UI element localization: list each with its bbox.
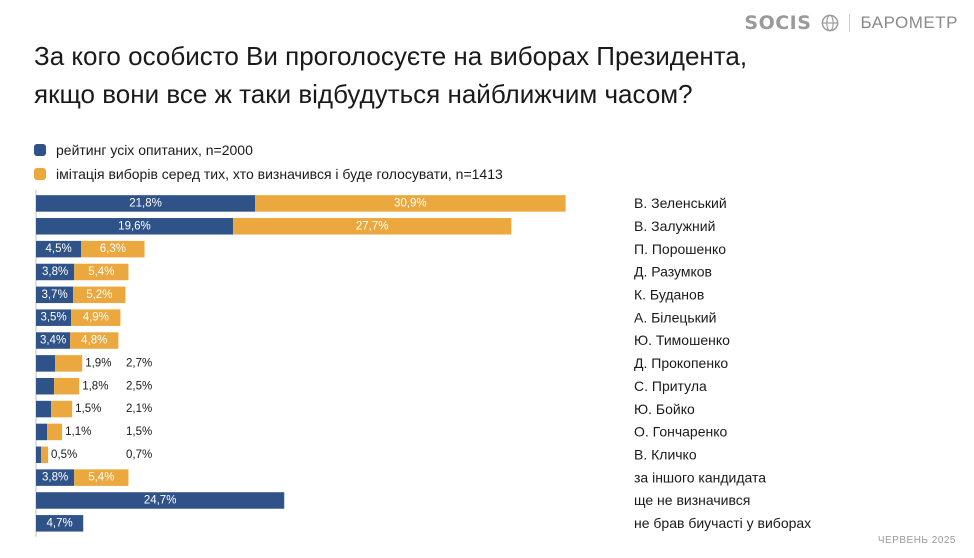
category-label: К. Буданов	[634, 287, 704, 303]
globe-icon	[822, 14, 839, 32]
category-label: Д. Разумков	[634, 264, 712, 280]
data-label-blue: 1,9%	[85, 357, 111, 369]
category-label: П. Порошенко	[634, 241, 726, 257]
bar-election-imitation	[74, 263, 129, 281]
bar-all-respondents	[36, 377, 55, 395]
data-label-blue: 3,7%	[41, 289, 67, 301]
bar-all-respondents	[36, 446, 42, 464]
legend-label: імітація виборів серед тих, хто визначив…	[56, 166, 503, 182]
category-label: С. Притула	[634, 378, 707, 394]
data-label-orange: 2,7%	[126, 357, 152, 369]
data-label-blue: 1,8%	[82, 380, 108, 392]
data-label-orange: 5,2%	[86, 289, 112, 301]
bar-all-respondents	[36, 355, 56, 372]
bar-all-respondents	[36, 492, 285, 509]
data-label-blue: 3,4%	[40, 335, 66, 347]
legend-label: рейтинг усіх опитаних, n=2000	[56, 142, 253, 158]
bar-election-imitation	[70, 332, 119, 349]
legend-item-all-respondents: рейтинг усіх опитаних, n=2000	[34, 138, 503, 162]
title-line-2: якщо вони все ж таки відбудуться найближ…	[34, 79, 693, 109]
data-label-blue: 0,5%	[51, 449, 77, 461]
bar-all-respondents	[36, 469, 75, 486]
data-label-blue: 24,7%	[144, 495, 177, 507]
data-label-blue: 19,6%	[118, 220, 151, 232]
legend-swatch-blue	[34, 144, 46, 156]
title-line-1: За кого особисто Ви проголосуєте на вибо…	[34, 41, 748, 71]
category-label: ще не визначився	[634, 492, 750, 508]
data-label-orange: 1,5%	[126, 426, 152, 438]
category-label: В. Залужний	[634, 218, 715, 234]
data-label-orange: 5,4%	[88, 266, 114, 278]
bar-election-imitation	[255, 195, 566, 212]
bar-all-respondents	[36, 263, 75, 281]
data-label-orange: 4,9%	[83, 312, 109, 324]
data-label-blue: 1,5%	[75, 403, 101, 415]
category-label: А. Білецький	[634, 309, 716, 325]
legend-item-election-imitation: імітація виборів серед тих, хто визначив…	[34, 162, 503, 186]
bar-all-respondents	[36, 400, 52, 418]
bar-election-imitation	[54, 377, 80, 395]
data-label-orange: 0,7%	[126, 449, 152, 461]
data-label-blue: 21,8%	[129, 197, 162, 209]
page-title: За кого особисто Ви проголосуєте на вибо…	[34, 37, 834, 113]
bar-all-respondents	[36, 218, 233, 235]
data-label-orange: 30,9%	[394, 197, 427, 209]
bar-all-respondents	[36, 515, 84, 532]
socis-logo: SOCIS	[744, 12, 812, 34]
data-label-orange: 2,1%	[126, 403, 152, 415]
category-label: Ю. Тимошенко	[634, 332, 730, 348]
data-label-orange: 6,3%	[100, 243, 126, 255]
bar-election-imitation	[71, 309, 121, 326]
data-label-orange: 4,8%	[81, 335, 107, 347]
category-label: В. Зеленський	[634, 195, 727, 211]
data-label-blue: 4,7%	[47, 517, 73, 529]
category-label: не брав биучасті у виборах	[634, 515, 811, 531]
category-label: О. Гончаренко	[634, 424, 727, 440]
bar-all-respondents	[36, 332, 71, 349]
bar-all-respondents	[36, 309, 72, 326]
bar-election-imitation	[47, 423, 63, 441]
category-label: Ю. Бойко	[634, 401, 695, 417]
category-label: за іншого кандидата	[634, 469, 766, 485]
legend-swatch-orange	[34, 168, 46, 180]
brand-divider	[849, 14, 851, 32]
bar-election-imitation	[55, 355, 83, 372]
category-label: В. Кличко	[634, 446, 697, 462]
bar-all-respondents	[36, 195, 256, 212]
bar-election-imitation	[232, 218, 512, 235]
data-label-blue: 4,5%	[46, 243, 72, 255]
barometer-label: БАРОМЕТР	[860, 13, 958, 32]
data-label-orange: 5,4%	[88, 472, 114, 484]
data-label-orange: 2,5%	[126, 380, 152, 392]
bar-election-imitation	[41, 446, 49, 464]
data-label-orange: 27,7%	[356, 220, 389, 232]
bar-election-imitation	[51, 400, 73, 418]
chart-legend: рейтинг усіх опитаних, n=2000 імітація в…	[34, 138, 503, 186]
survey-date: ЧЕРВЕНЬ 2025	[877, 535, 956, 546]
bar-all-respondents	[36, 240, 82, 258]
data-label-blue: 3,8%	[42, 472, 68, 484]
bar-all-respondents	[36, 286, 74, 304]
brand-header: SOCIS БАРОМЕТР	[744, 10, 958, 36]
data-label-blue: 3,5%	[40, 312, 66, 324]
data-label-blue: 1,1%	[65, 426, 91, 438]
category-label: Д. Прокопенко	[634, 355, 728, 371]
bar-election-imitation	[81, 240, 145, 258]
bar-election-imitation	[73, 286, 126, 304]
bar-all-respondents	[36, 423, 48, 441]
bar-election-imitation	[74, 469, 129, 486]
data-label-blue: 3,8%	[42, 266, 68, 278]
